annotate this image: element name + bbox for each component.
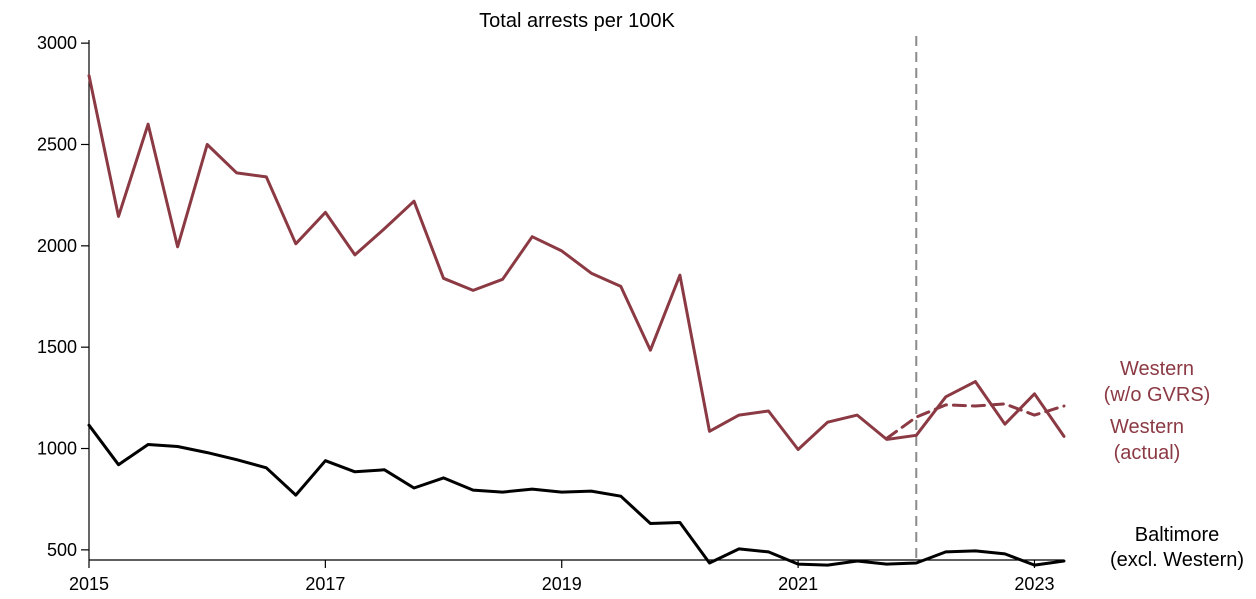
x-tick-label: 2021 bbox=[778, 574, 818, 594]
y-tick-label: 2500 bbox=[37, 134, 77, 154]
series-line-0 bbox=[87, 74, 1066, 451]
x-tick-label: 2015 bbox=[69, 574, 109, 594]
series-layer bbox=[87, 74, 1066, 567]
series-line-2 bbox=[87, 423, 1066, 567]
axes: 500 1000 1500 2000 2500 3000 2015 2017 2019 2021 2… bbox=[37, 33, 1064, 594]
y-tick-label: 3000 bbox=[37, 33, 77, 53]
y-tick-label: 2000 bbox=[37, 236, 77, 256]
x-tick-label: 2023 bbox=[1014, 574, 1054, 594]
series-labels: Western (actual) Western (w/o GVRS) Baltimor… bbox=[1104, 358, 1244, 571]
series-label-2-line-0: Baltimore bbox=[1135, 524, 1219, 546]
series-label-2-line-1: (excl. Western) bbox=[1110, 549, 1244, 571]
series-label-1-line-1: (w/o GVRS) bbox=[1104, 384, 1211, 406]
x-tick-label: 2017 bbox=[305, 574, 345, 594]
y-tick-label: 1500 bbox=[37, 337, 77, 357]
chart-title: Total arrests per 100K bbox=[479, 10, 675, 32]
y-tick-label: 500 bbox=[47, 540, 77, 560]
series-label-0-line-1: (actual) bbox=[1114, 442, 1181, 464]
x-tick-label: 2019 bbox=[542, 574, 582, 594]
series-line-1 bbox=[885, 402, 1066, 440]
series-label-1-line-0: Western bbox=[1120, 358, 1194, 380]
y-tick-label: 1000 bbox=[37, 439, 77, 459]
series-label-0-line-0: Western bbox=[1110, 416, 1184, 438]
